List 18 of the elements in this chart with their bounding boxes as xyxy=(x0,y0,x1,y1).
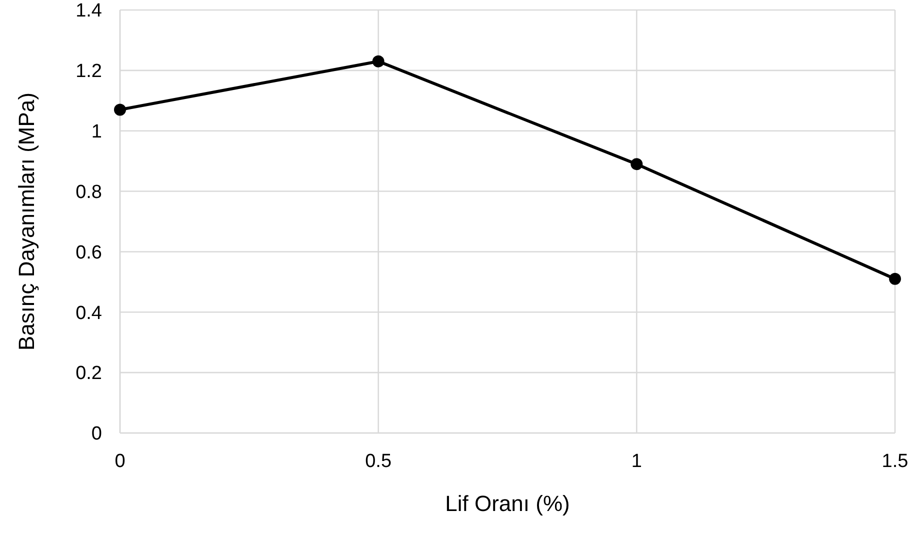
y-axis-title: Basınç Dayanımları (MPa) xyxy=(14,92,39,350)
point xyxy=(889,272,901,285)
x-tick-label: 0.5 xyxy=(365,451,392,472)
x-axis-title: Lif Oranı (%) xyxy=(445,491,570,516)
y-tick-label: 0 xyxy=(91,424,102,445)
y-tick-label: 1 xyxy=(91,122,102,143)
x-tick-label: 0 xyxy=(114,451,126,472)
y-tick-label: 1.4 xyxy=(76,0,102,22)
point xyxy=(372,55,384,68)
point xyxy=(114,104,126,116)
y-tick-label: 0.6 xyxy=(76,242,102,264)
y-tick-label: 1.2 xyxy=(76,61,102,82)
x-tick-label: 1 xyxy=(631,451,642,472)
y-tick-label: 0.2 xyxy=(76,363,102,384)
point xyxy=(630,158,643,170)
y-tick-label: 0.4 xyxy=(76,302,102,324)
y-tick-label: 0.8 xyxy=(76,182,102,203)
x-tick-label: 1.5 xyxy=(882,451,908,472)
